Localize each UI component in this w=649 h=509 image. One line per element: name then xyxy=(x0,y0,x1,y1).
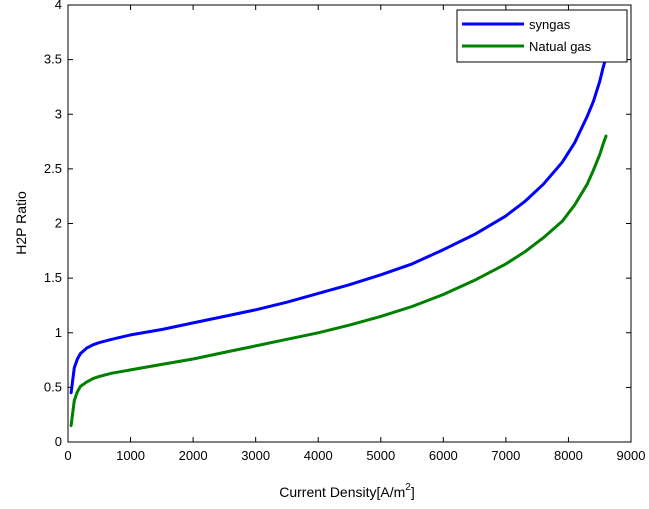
x-tick-label: 6000 xyxy=(429,448,458,463)
legend: syngas Natual gas xyxy=(456,9,628,63)
x-axis-ticks: 0 1000 2000 3000 4000 5000 6000 7000 8000 9000 xyxy=(64,5,645,463)
x-tick-label: 2000 xyxy=(179,448,208,463)
series-layer xyxy=(69,55,608,428)
y-tick-label: 1 xyxy=(55,325,62,340)
y-tick-label: 0.5 xyxy=(44,379,62,394)
x-axis-label-close: ] xyxy=(411,484,415,500)
x-tick-label: 7000 xyxy=(491,448,520,463)
series-line-2 xyxy=(69,134,608,428)
x-tick-label: 4000 xyxy=(304,448,333,463)
y-tick-label: 0 xyxy=(55,434,62,449)
series-line-1 xyxy=(69,55,608,395)
x-axis-label: Current Density[A/m2] xyxy=(279,482,415,500)
y-tick-label: 2 xyxy=(55,216,62,231)
x-tick-label: 3000 xyxy=(241,448,270,463)
y-tick-label: 1.5 xyxy=(44,270,62,285)
y-tick-label: 4 xyxy=(55,0,62,12)
legend-label-2: Natual gas xyxy=(529,39,592,54)
x-tick-label: 0 xyxy=(64,448,71,463)
y-tick-label: 3.5 xyxy=(44,52,62,67)
x-tick-label: 8000 xyxy=(554,448,583,463)
y-tick-label: 2.5 xyxy=(44,161,62,176)
x-tick-label: 5000 xyxy=(366,448,395,463)
y-tick-label: 3 xyxy=(55,106,62,121)
x-axis-label-text: Current Density[A/m xyxy=(279,484,405,500)
y-axis-label: H2P Ratio xyxy=(13,191,29,255)
x-tick-label: 9000 xyxy=(617,448,646,463)
y-axis-ticks: 0 0.5 1 1.5 2 2.5 3 3.5 4 xyxy=(44,0,631,449)
x-axis-label-superscript: 2 xyxy=(405,482,411,493)
legend-box xyxy=(456,9,628,63)
legend-label-1: syngas xyxy=(529,17,571,32)
x-tick-label: 1000 xyxy=(116,448,145,463)
plot-area xyxy=(68,5,631,442)
